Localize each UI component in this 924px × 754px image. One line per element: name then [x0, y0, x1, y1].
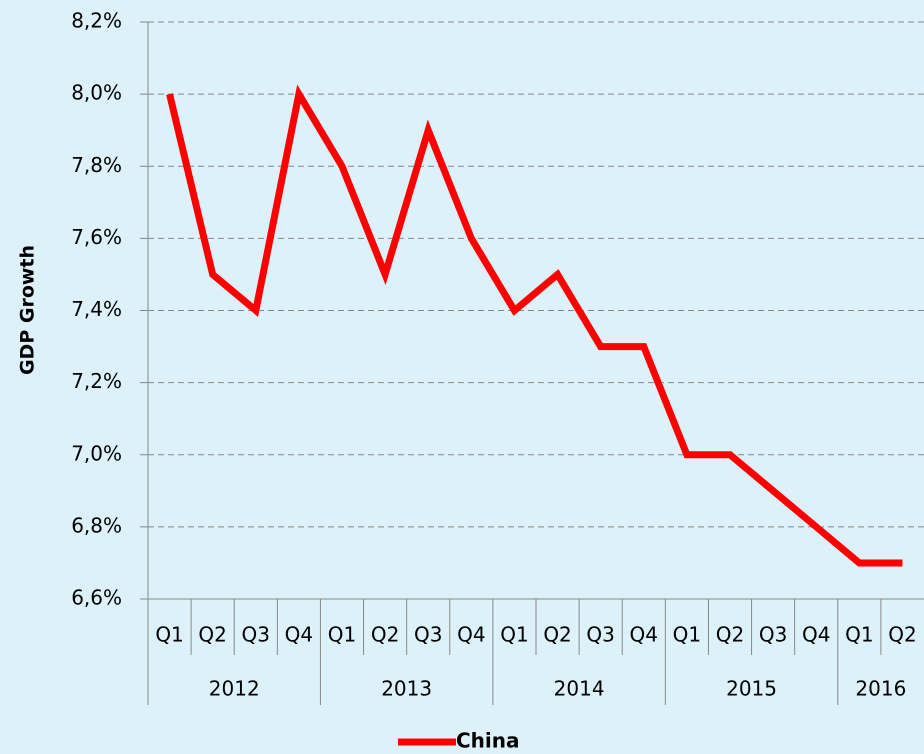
x-tick-label: Q4: [802, 623, 830, 647]
x-tick-label: Q1: [155, 623, 183, 647]
x-tick-label: Q3: [586, 623, 614, 647]
x-tick-label: Q2: [543, 623, 571, 647]
y-tick-label: 8,2%: [71, 9, 122, 33]
x-tick-label: Q2: [716, 623, 744, 647]
x-tick-label: Q1: [500, 623, 528, 647]
y-tick-label: 8,0%: [71, 81, 122, 105]
y-tick-label: 7,2%: [71, 369, 122, 393]
y-tick-label: 6,8%: [71, 513, 122, 537]
line-series: [166, 84, 903, 567]
y-tick-label: 7,6%: [71, 225, 122, 249]
x-tick-label: Q3: [759, 623, 787, 647]
y-tick-label: 7,0%: [71, 441, 122, 465]
x-tick-label: Q4: [457, 623, 485, 647]
x-tick-label: Q2: [888, 623, 916, 647]
x-tick-label: Q3: [414, 623, 442, 647]
x-tick-label: Q1: [328, 623, 356, 647]
x-tick-label: Q1: [845, 623, 873, 647]
x-tick-label: Q2: [371, 623, 399, 647]
x-group-label: 2015: [726, 677, 777, 701]
x-group-label: 2013: [381, 677, 432, 701]
y-tick-label: 7,8%: [71, 153, 122, 177]
x-group-label: 2012: [209, 677, 260, 701]
x-tick-label: Q2: [198, 623, 226, 647]
y-tick-label: 6,6%: [71, 586, 122, 610]
x-group-label: 2014: [554, 677, 605, 701]
x-tick-label: Q1: [673, 623, 701, 647]
y-axis-label: GDP Growth: [17, 245, 39, 375]
x-group-label: 2016: [855, 677, 906, 701]
x-tick-label: Q3: [242, 623, 270, 647]
x-tick-label: Q4: [630, 623, 658, 647]
legend-label: China: [456, 729, 520, 753]
y-tick-label: 7,4%: [71, 297, 122, 321]
x-tick-label: Q4: [285, 623, 313, 647]
